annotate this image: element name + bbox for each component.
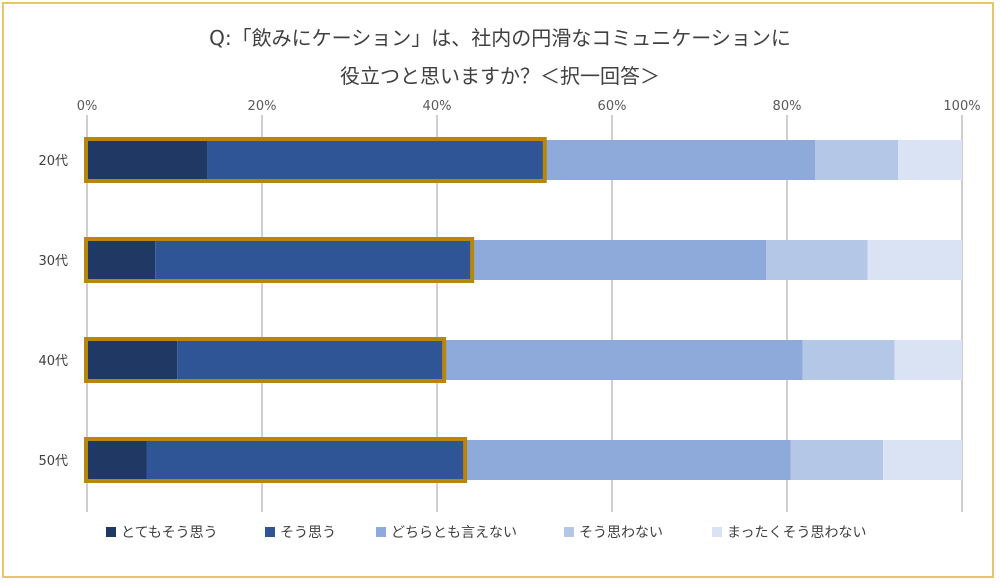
- highlight-box-2: [84, 337, 447, 383]
- legend-swatch-2: [376, 527, 386, 537]
- bar-2-2: [443, 340, 803, 380]
- x-tick-label-60: 60%: [598, 99, 627, 114]
- bar-0-4: [898, 140, 962, 180]
- highlight-box-3: [84, 437, 468, 483]
- bar-1-4: [867, 240, 962, 280]
- legend-swatch-3: [564, 527, 574, 537]
- bar-0-0: [87, 140, 208, 180]
- legend-swatch-4: [712, 527, 722, 537]
- legend-label-0: とてもそう思う: [121, 525, 218, 541]
- x-tick-label-0: 0%: [77, 99, 98, 114]
- bar-1-0: [87, 240, 156, 280]
- legend-label-4: まったくそう思わない: [727, 525, 866, 541]
- x-tick-label-40: 40%: [423, 99, 452, 114]
- legend-label-3: そう思わない: [579, 525, 663, 541]
- chart-title-line-2: 役立つと思いますか？＜択一回答＞: [340, 64, 660, 88]
- bar-2-3: [802, 340, 895, 380]
- bar-2-1: [177, 340, 444, 380]
- bar-0-3: [815, 140, 899, 180]
- x-tick-label-20: 20%: [248, 99, 277, 114]
- legend-label-2: どちらとも言えない: [391, 525, 517, 541]
- category-label-0: 20代: [38, 154, 68, 169]
- bar-3-0: [87, 440, 147, 480]
- category-label-1: 30代: [38, 254, 68, 269]
- bar-2-0: [87, 340, 178, 380]
- bar-0-2: [543, 140, 815, 180]
- legend-swatch-1: [265, 527, 275, 537]
- bar-1-1: [155, 240, 472, 280]
- highlight-box-0: [84, 137, 547, 183]
- chart-title-line-1: Q:「飲みにケーション」は、社内の円滑なコミュニケーションに: [209, 26, 791, 50]
- bar-3-1: [146, 440, 465, 480]
- bar-2-4: [894, 340, 962, 380]
- legend-label-1: そう思う: [280, 525, 336, 541]
- x-tick-label-100: 100%: [943, 99, 980, 114]
- bar-0-1: [207, 140, 544, 180]
- bar-3-4: [883, 440, 962, 480]
- bar-3-2: [464, 440, 791, 480]
- category-label-3: 50代: [38, 454, 68, 469]
- bar-1-2: [471, 240, 766, 280]
- highlight-box-1: [84, 237, 475, 283]
- legend-swatch-0: [106, 527, 116, 537]
- category-label-2: 40代: [38, 354, 68, 369]
- x-tick-label-80: 80%: [773, 99, 802, 114]
- bar-3-3: [790, 440, 884, 480]
- bar-1-3: [766, 240, 868, 280]
